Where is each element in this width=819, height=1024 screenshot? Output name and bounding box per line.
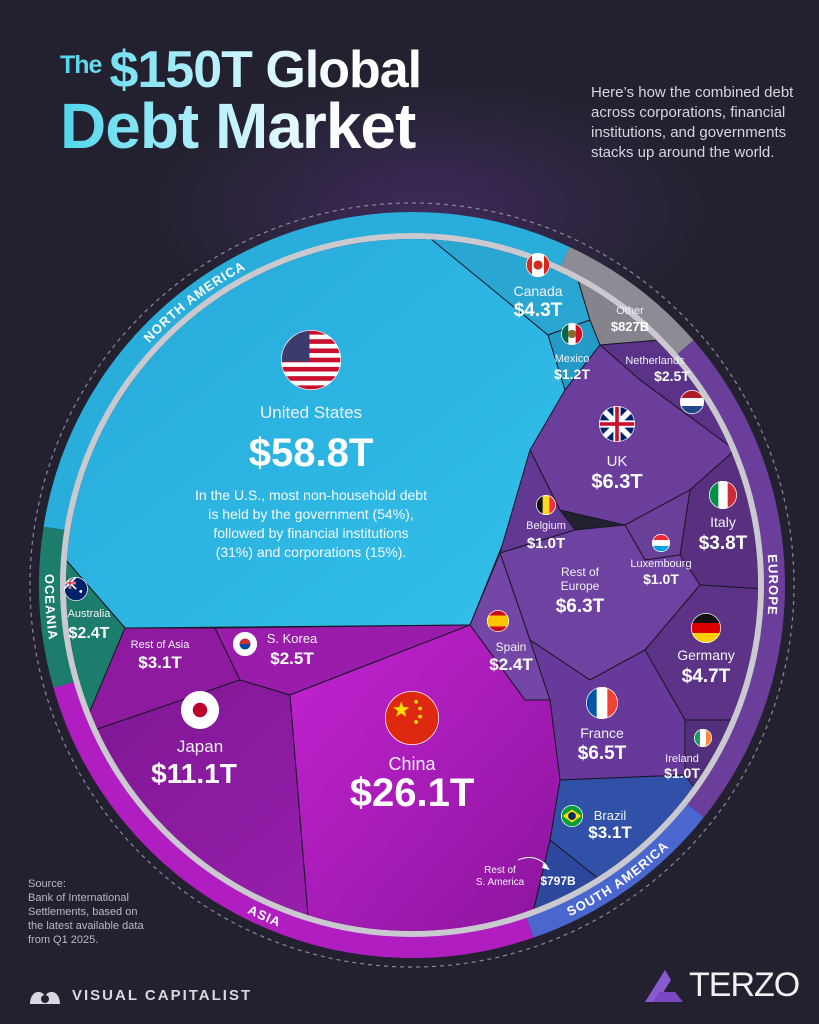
cell-value-label: $6.5T [578, 743, 627, 764]
cell-value-label: $827B [611, 319, 649, 334]
cell-name-label: UK [607, 453, 628, 470]
japan-flag-icon [181, 691, 219, 729]
south-korea-flag-icon [233, 632, 257, 656]
inner-gray-ring [60, 233, 764, 937]
belgium-flag-icon [536, 495, 556, 515]
mexico-flag-icon [561, 323, 583, 345]
cell-value-label: $6.3T [591, 471, 642, 493]
cell-name-label: Rest of Asia [131, 639, 191, 651]
pointer-arrowhead-icon [542, 862, 550, 870]
cell-value-label: $2.4T [489, 655, 533, 674]
us-note-line: followed by financial institutions [213, 525, 408, 541]
cell-value-label: $3.1T [588, 823, 632, 842]
outer-dashed-ring [29, 202, 795, 968]
cell-name-label: Spain [496, 640, 527, 654]
cell-value-label: $4.3T [514, 300, 563, 321]
region-label-oceania: OCEANIA [42, 574, 61, 641]
cell-value-label: $1.0T [664, 765, 700, 781]
cell-name-label: Japan [177, 737, 223, 756]
canada-flag-icon [526, 253, 550, 277]
ring-segment-oceania [39, 526, 75, 688]
source-line: from Q1 2025. [28, 934, 99, 946]
us-note-line: In the U.S., most non-household debt [195, 487, 427, 503]
brazil-flag-icon [561, 805, 583, 827]
visual-capitalist-logo: VISUAL CAPITALIST [28, 984, 252, 1006]
cell-name-label: Netherlands [625, 355, 685, 367]
cell-name-label: Canada [513, 283, 562, 299]
cell-value-label: $1.0T [643, 571, 679, 587]
cell-value-label: $3.1T [138, 653, 182, 672]
cell-name-label: Ireland [665, 753, 699, 765]
ring-segment-other [560, 246, 694, 355]
cell-name-label: Belgium [526, 520, 566, 532]
cell-value-label: $58.8T [249, 431, 374, 475]
ireland-flag-icon [694, 729, 712, 747]
netherlands-flag-icon [680, 390, 704, 414]
source-line: Settlements, based on [28, 906, 138, 918]
cell-value-label: $6.3T [556, 596, 605, 617]
cell-value-label: $4.7T [682, 666, 731, 687]
brand-right-text: TERZO [689, 966, 800, 1004]
cell-name-label: Germany [677, 647, 735, 663]
subtitle: Here’s how the combined debt across corp… [591, 84, 794, 161]
cell-value-label: $3.8T [699, 533, 748, 554]
spain-flag-icon [487, 610, 509, 632]
cell-value-label: $2.4T [69, 625, 110, 642]
cell-value-label: $26.1T [350, 771, 475, 815]
cell-name-label: S. America [476, 877, 525, 888]
cell-name-label: Luxembourg [630, 558, 691, 570]
cell-name-label: France [580, 725, 624, 741]
ring-segment-north-america [43, 212, 570, 531]
cell-name-label: Australia [68, 608, 112, 620]
cell-name-label: Mexico [555, 353, 590, 365]
cell-value-label: $797B [540, 874, 576, 888]
source-line: Source: [28, 878, 66, 890]
cell-value-label: $1.2T [554, 366, 590, 382]
cell-name-label: United States [260, 403, 362, 422]
cell-name-label: Europe [561, 579, 600, 593]
cell-name-label: Brazil [594, 808, 627, 823]
terzo-mark-icon [645, 969, 683, 1002]
uk-flag-icon [599, 406, 635, 442]
source-line: the latest available data [28, 920, 144, 932]
cell-value-label: $1.0T [527, 535, 565, 552]
terzo-logo: TERZO [643, 966, 800, 1005]
cell-name-label: Rest of [484, 865, 516, 876]
cell-name-label: S. Korea [267, 631, 318, 646]
france-flag-icon [586, 687, 618, 719]
cell-labels: United States $58.8T In the U.S., most non… [68, 283, 748, 888]
australia-flag-icon [64, 577, 88, 601]
us-note-line: is held by the government (54%), [208, 506, 413, 522]
source-note: Source: Bank of International Settlement… [28, 877, 168, 947]
ring-segment-europe [676, 340, 785, 818]
cell-value-label: $2.5T [654, 368, 690, 384]
cell-value-label: $2.5T [270, 649, 314, 668]
germany-flag-icon [691, 613, 721, 643]
luxembourg-flag-icon [652, 534, 670, 552]
cell-name-label: China [388, 754, 436, 774]
cell-value-label: $11.1T [151, 758, 237, 789]
brand-left-text: VISUAL CAPITALIST [72, 986, 253, 1004]
us-note-line: (31%) and corporations (15%). [216, 544, 407, 560]
ring-segment-asia [53, 681, 534, 958]
cell-name-label: Other [616, 305, 644, 317]
us-flag-icon [281, 330, 341, 390]
cell-name-label: Italy [710, 514, 736, 530]
source-line: Bank of International [28, 892, 129, 904]
cell-china [289, 624, 561, 931]
china-flag-icon [385, 691, 439, 745]
cell-name-label: Rest of [561, 565, 600, 579]
visual-capitalist-mark-icon [30, 991, 60, 1004]
italy-flag-icon [709, 481, 737, 509]
ring-segment-south-america [526, 803, 704, 938]
